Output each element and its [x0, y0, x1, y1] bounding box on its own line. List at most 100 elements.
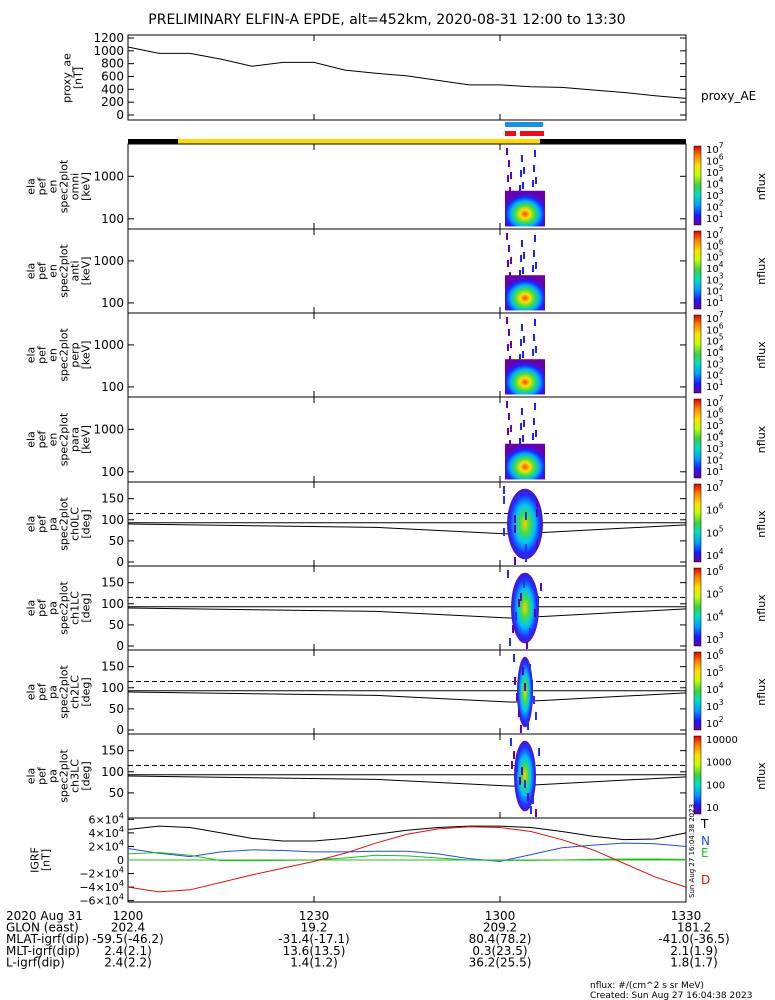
proxy-ae-line — [127, 46, 687, 99]
colorbar-label: nflux — [755, 172, 768, 200]
igrf-legend-T: T — [700, 817, 709, 831]
pa-speckle — [513, 751, 515, 759]
ela_pef_en_spec2plot_perp-ylabel-line: ela — [25, 347, 38, 364]
ela_pef_en_spec2plot_omni-ylabel-line: en — [47, 180, 60, 194]
pa-speckle — [525, 544, 527, 552]
spectrum-speckle — [535, 262, 537, 269]
spectrum-speckle — [510, 172, 512, 179]
pa-speckle — [514, 677, 516, 685]
spectrum-speckle — [508, 413, 510, 420]
colorbar-tick-label: 101 — [706, 378, 724, 393]
pa-speckle — [516, 693, 518, 701]
xaxis-row-value: 1.8(1.7) — [670, 955, 718, 969]
spectrum-blob — [505, 275, 545, 311]
colorbar-tick-label: 102 — [706, 199, 724, 214]
spectrum-speckle — [535, 177, 537, 184]
colorbar-tick-label: 106 — [706, 406, 724, 421]
spectrum-speckle — [534, 150, 536, 157]
colorbar-tick-label: 106 — [706, 647, 724, 662]
ae-ytick-label: 0 — [116, 108, 124, 122]
pa-speckle — [511, 761, 513, 769]
ela_pef_pa_spec2plot_ch1LC-ylabel-line: ela — [25, 600, 38, 617]
pa-speckle — [535, 712, 537, 720]
spectrum-speckle — [521, 155, 523, 162]
pa-speckle — [503, 496, 505, 504]
xaxis-row-value: -41.0(-36.5) — [658, 932, 729, 946]
ela_pef_pa_spec2plot_ch3LC-ylabel-line: ch3LC — [69, 759, 82, 793]
ela_pef_pa_spec2plot_ch0LC-ylabel-line: pef — [36, 514, 49, 533]
ela_pef_en_spec2plot_perp-ylabel-line: spec2plot — [58, 328, 71, 382]
colorbar-label: nflux — [755, 341, 768, 369]
xaxis-row-value: 36.2(25.5) — [469, 955, 532, 969]
pa-speckle — [520, 593, 522, 601]
spectrum-speckle — [523, 336, 525, 343]
ytick-label: 150 — [101, 744, 124, 758]
spectrum-blob — [505, 190, 545, 227]
pa-speckle — [536, 499, 538, 507]
ytick-label: 100 — [101, 212, 124, 226]
xaxis-row-value: 0.3(23.5) — [472, 944, 527, 958]
pa-blob — [517, 656, 533, 728]
ela_pef_pa_spec2plot_ch3LC-ylabel-line: pa — [47, 769, 60, 783]
ela_pef_en_spec2plot_perp-ylabel-line: pef — [36, 345, 49, 364]
spectrum-speckle — [508, 160, 510, 167]
pa-speckle — [531, 680, 533, 688]
ytick-label: 100 — [101, 513, 124, 527]
spectrum-speckle — [520, 170, 522, 177]
spectrum-blob — [505, 359, 545, 395]
xaxis-row-value: 13.6(13.5) — [283, 944, 346, 958]
colorbar — [693, 314, 702, 394]
igrf-ytick-label: 2×104 — [89, 837, 124, 853]
igrf-ytick-label: 4×104 — [89, 824, 124, 840]
red-marker-1 — [505, 131, 516, 136]
ytick-label: 100 — [101, 681, 124, 695]
spectrum-speckle — [509, 440, 511, 447]
colorbar — [693, 398, 702, 479]
xaxis-row-value: 202.4 — [111, 921, 145, 935]
xaxis-row-label: MLT-igrf(dip) — [6, 944, 80, 958]
spectrum-speckle — [523, 167, 525, 174]
spectrum-speckle — [522, 182, 524, 189]
colorbar — [693, 651, 702, 731]
igrf-ytick-label: −2×104 — [79, 865, 124, 881]
xaxis-tick-label: 1200 — [113, 909, 144, 923]
ytick-label: 100 — [101, 296, 124, 310]
colorbar-tick-label: 100 — [706, 780, 725, 791]
spectrum-speckle — [510, 425, 512, 432]
ytick-label: 150 — [101, 660, 124, 674]
ela_pef_en_spec2plot_para-ylabel-line: en — [47, 433, 60, 447]
spectrum-speckle — [535, 430, 537, 437]
ela_pef_en_spec2plot_omni-ylabel-line: ela — [25, 178, 38, 195]
spectrum-speckle — [506, 233, 508, 240]
colorbar — [693, 735, 702, 815]
colorbar-tick-label: 1000 — [706, 758, 731, 769]
colorbar-tick-label: 104 — [706, 176, 724, 191]
xaxis-row-label: MLAT-igrf(dip) — [6, 932, 89, 946]
pa-speckle — [518, 599, 520, 607]
colorbar-tick-label: 102 — [706, 715, 724, 730]
spectrum-speckle — [509, 187, 511, 194]
pa-speckle — [536, 509, 538, 517]
igrf-ylabel: IGRF[nT] — [29, 847, 53, 873]
proxy-ae-ylabel-line: proxy_ae — [61, 53, 74, 103]
ytick-label: 100 — [101, 465, 124, 479]
spectrum-speckle — [508, 329, 510, 336]
pa-speckle — [530, 806, 532, 814]
xaxis-date: 2020 Aug 31 — [6, 909, 83, 923]
colorbar-tick-label: 105 — [706, 524, 724, 539]
panel-frame — [127, 228, 687, 314]
spectrum-speckle — [506, 317, 508, 324]
xaxis-row-value: 209.2 — [483, 921, 517, 935]
colorbar-tick-label: 103 — [706, 355, 724, 370]
spectrum-speckle — [506, 401, 508, 408]
panel-frame — [127, 733, 687, 819]
ae-ytick-label: 400 — [101, 82, 124, 96]
igrf-ytick-label: −6×104 — [79, 892, 124, 908]
ela_pef_en_spec2plot_anti-ylabel-line: pef — [36, 261, 49, 280]
ytick-label: 50 — [109, 702, 124, 716]
ytick-label: 0 — [116, 723, 124, 737]
igrf-ytick-label: 0 — [117, 854, 124, 867]
